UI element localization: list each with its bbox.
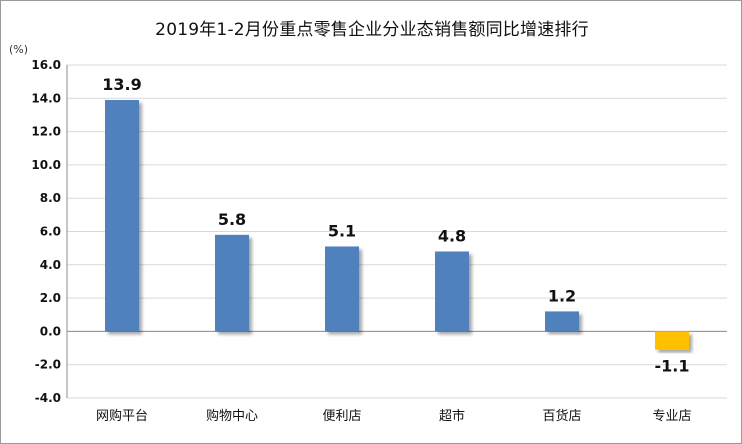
bar bbox=[215, 234, 249, 332]
y-tick-label: 4.0 bbox=[40, 258, 61, 272]
y-tick-label: 6.0 bbox=[40, 225, 61, 239]
y-tick-label: 2.0 bbox=[40, 291, 61, 305]
data-label: 13.9 bbox=[102, 75, 141, 94]
y-tick-label: 12.0 bbox=[31, 125, 61, 139]
y-tick-label: 8.0 bbox=[40, 191, 61, 205]
y-axis-unit-label: (%) bbox=[9, 43, 29, 56]
data-label: 5.1 bbox=[328, 221, 356, 240]
x-category-label: 网购平台 bbox=[96, 408, 148, 424]
x-category-label: 超市 bbox=[439, 408, 465, 424]
data-label: 1.2 bbox=[548, 286, 576, 305]
bar bbox=[325, 246, 359, 332]
y-tick-label: -2.0 bbox=[35, 358, 61, 372]
x-category-label: 购物中心 bbox=[206, 408, 258, 424]
data-label: -1.1 bbox=[655, 357, 690, 376]
x-category-label: 专业店 bbox=[652, 409, 691, 424]
y-tick-label: 0.0 bbox=[40, 324, 61, 338]
y-tick-label: 16.0 bbox=[31, 58, 61, 72]
bar bbox=[655, 331, 689, 350]
y-tick-label: -4.0 bbox=[35, 391, 61, 405]
y-tick-label: 14.0 bbox=[31, 91, 61, 105]
bar bbox=[545, 311, 579, 332]
data-label: 4.8 bbox=[438, 226, 466, 245]
bar bbox=[435, 251, 469, 332]
x-category-label: 百货店 bbox=[542, 408, 581, 424]
x-category-label: 便利店 bbox=[322, 409, 361, 424]
y-tick-label: 10.0 bbox=[31, 158, 61, 172]
data-label: 5.8 bbox=[218, 210, 246, 229]
chart-title: 2019年1-2月份重点零售企业分业态销售额同比增速排行 bbox=[155, 20, 589, 40]
bar bbox=[105, 99, 139, 332]
